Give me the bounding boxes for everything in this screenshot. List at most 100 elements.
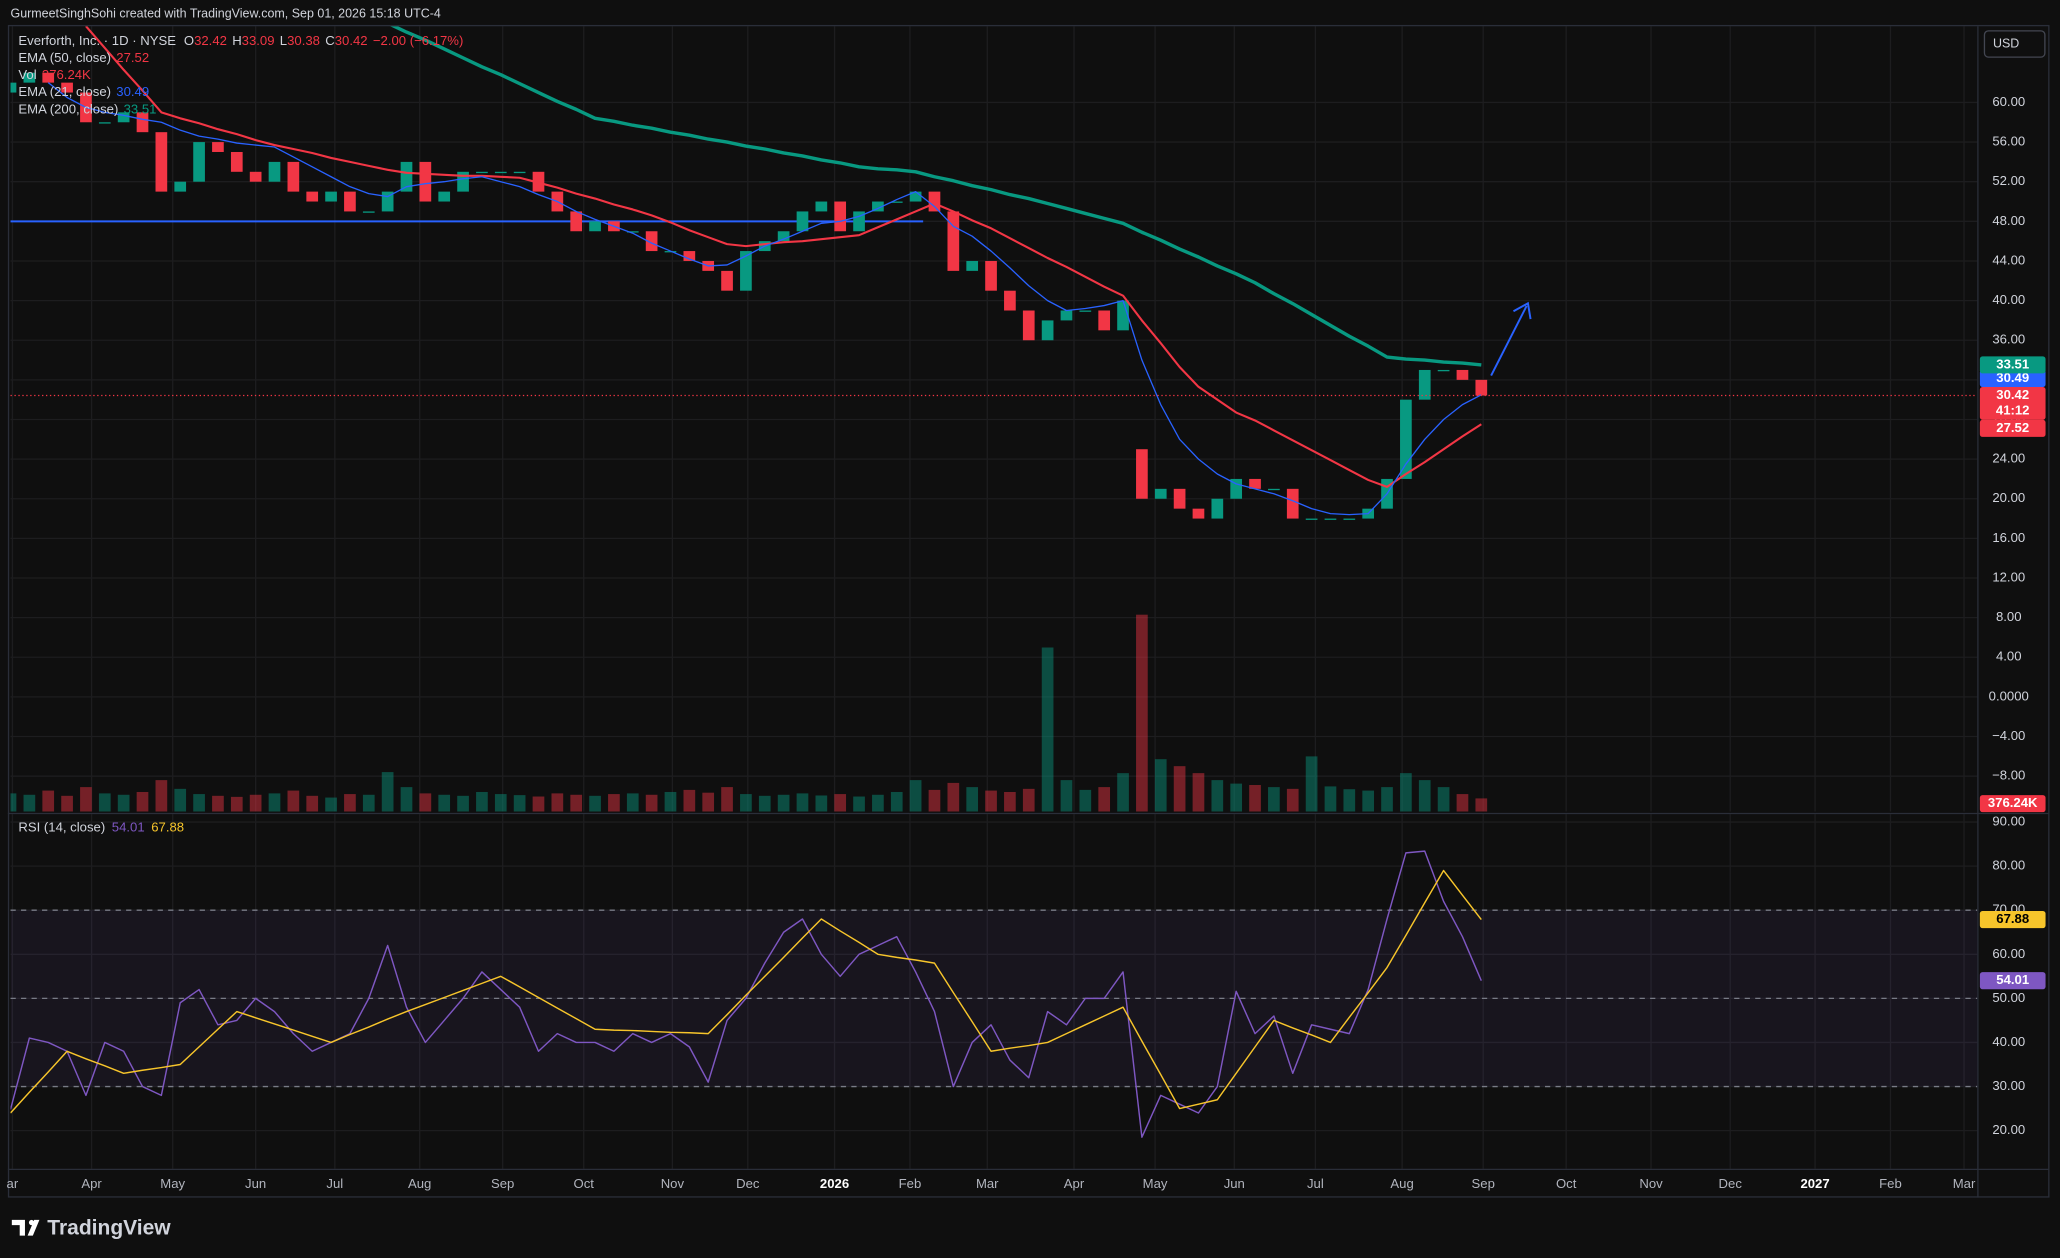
volume-bar xyxy=(1022,788,1035,812)
volume-bar xyxy=(721,787,733,812)
x-tick-label: 2027 xyxy=(1800,1176,1829,1191)
x-tick-label: May xyxy=(1143,1176,1168,1191)
volume-bar xyxy=(174,788,187,812)
y-tick-label: 0.0000 xyxy=(1989,688,2029,703)
x-tick-label: Nov xyxy=(1639,1176,1663,1191)
ema-line xyxy=(47,82,1482,516)
candle-body xyxy=(947,211,960,271)
volume-bar xyxy=(1230,783,1243,812)
ohlc-value: 32.42 xyxy=(194,33,227,48)
candle-body xyxy=(1079,310,1092,312)
volume-bar xyxy=(1098,787,1111,812)
volume-bar xyxy=(1249,785,1261,812)
volume-bar xyxy=(457,795,469,812)
candle-body xyxy=(928,191,941,212)
x-tick-label: 2026 xyxy=(820,1176,849,1191)
volume-bar xyxy=(1418,780,1431,812)
candle-body xyxy=(1286,488,1299,519)
x-tick-label: Aug xyxy=(1390,1176,1413,1191)
candle-body xyxy=(1192,508,1205,519)
volume-bar xyxy=(1192,773,1205,812)
volume-bar xyxy=(758,795,771,812)
volume-bar xyxy=(287,790,300,812)
volume-bar xyxy=(1381,787,1393,812)
ema-line xyxy=(390,26,1482,367)
candle-body xyxy=(1230,478,1243,499)
volume-bar xyxy=(344,794,356,812)
volume-bar xyxy=(325,797,337,812)
volume-bar xyxy=(438,794,451,812)
candle-body xyxy=(1305,518,1318,520)
x-tick-label: Sep xyxy=(1472,1176,1495,1191)
volume-bar xyxy=(1362,790,1375,812)
y-tick-label: 56.00 xyxy=(1992,134,2025,149)
candle-body xyxy=(174,181,187,192)
candle-body xyxy=(1022,310,1035,341)
y-tick-label: 30.00 xyxy=(1992,1078,2025,1093)
volume-bar xyxy=(10,793,17,812)
x-tick-label: Jun xyxy=(1224,1176,1245,1191)
credit: GurmeetSinghSohi created with TradingVie… xyxy=(11,7,441,21)
legend-name: Vol xyxy=(18,68,36,83)
y-tick-label: 50.00 xyxy=(1992,990,2025,1005)
volume-bar xyxy=(80,787,92,812)
candle-body xyxy=(589,221,601,232)
volume-bar xyxy=(1437,787,1450,812)
currency-button[interactable] xyxy=(1983,30,2046,58)
legend-line: EMA (200, close) 33.51 xyxy=(18,102,156,117)
y-tick-label: 80.00 xyxy=(1992,858,2025,873)
y-tick-label: 48.00 xyxy=(1992,213,2025,228)
volume-bar xyxy=(42,790,55,812)
x-tick-label: May xyxy=(160,1176,185,1191)
candle-body xyxy=(513,171,526,174)
volume-bar xyxy=(136,791,149,812)
volume-bar xyxy=(1154,759,1167,812)
candle-body xyxy=(645,231,658,252)
volume-bar xyxy=(909,780,922,812)
candle-body xyxy=(1136,449,1148,499)
volume-bar xyxy=(532,796,545,812)
volume-bar xyxy=(98,793,111,812)
candle-body xyxy=(1400,399,1412,479)
candle-body xyxy=(400,161,413,192)
volume-bar xyxy=(608,794,620,812)
volume-bar xyxy=(777,794,790,812)
legend-line: RSI (14, close) 54.01 67.88 xyxy=(18,820,184,835)
volume-bar xyxy=(476,791,488,812)
ohlc-key: C xyxy=(325,33,334,48)
currency[interactable]: USD xyxy=(1993,36,2019,50)
candle-body xyxy=(890,201,903,203)
candle-body xyxy=(1324,518,1337,520)
volume-tag-bg xyxy=(1979,795,2046,813)
y-tick-label: 20.00 xyxy=(1992,490,2025,505)
volume-bar xyxy=(249,794,262,812)
legend: Everforth, Inc. · 1D · NYSE O32.42 H33.09 L… xyxy=(18,33,463,835)
candle-body xyxy=(344,191,356,212)
volume-bar xyxy=(381,772,394,812)
y-tick-label: 4.00 xyxy=(1996,649,2022,664)
y-tick-label: 40.00 xyxy=(1992,1034,2025,1049)
legend-line: Vol 376.24K xyxy=(18,68,91,83)
candle-body xyxy=(61,82,73,93)
volume-bar xyxy=(1041,647,1054,812)
candle-body xyxy=(872,201,884,212)
candle-body xyxy=(1418,369,1431,400)
x-tick-label: Feb xyxy=(899,1176,922,1191)
volume-bar xyxy=(268,793,281,812)
candle-body xyxy=(683,251,696,261)
volume-bar xyxy=(494,794,507,812)
x-tick-label: Mar xyxy=(976,1176,999,1191)
volume-bar xyxy=(1456,794,1469,812)
volume-bar xyxy=(193,794,205,812)
candle-body xyxy=(1060,310,1073,321)
candle-body xyxy=(985,260,997,291)
candle-body xyxy=(249,171,262,182)
grid-layer xyxy=(10,26,1978,1169)
brand-logo: TradingView xyxy=(11,1217,171,1240)
x-tick-label: Oct xyxy=(574,1176,595,1191)
volume-bar xyxy=(966,787,979,812)
y-tick-label: 90.00 xyxy=(1992,814,2025,829)
candle-body xyxy=(381,191,394,212)
volume-bar xyxy=(683,789,696,812)
close-tag-bg xyxy=(1979,386,2046,420)
